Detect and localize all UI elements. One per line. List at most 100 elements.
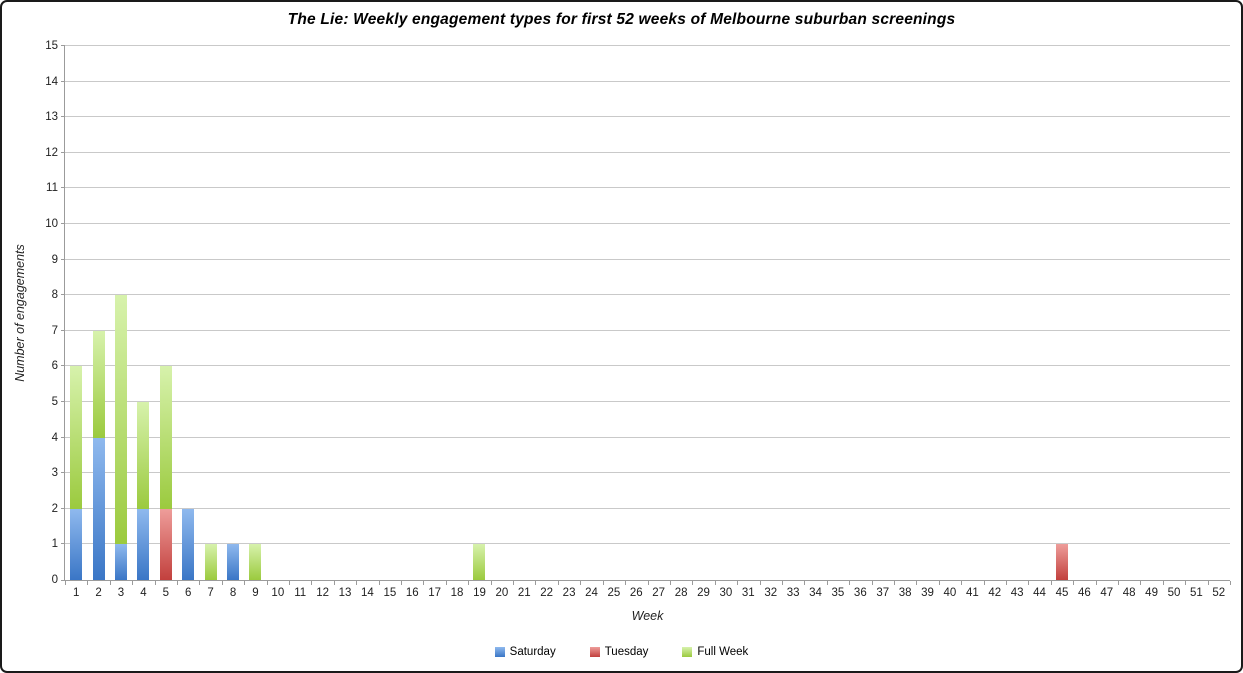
- chart-title: The Lie: Weekly engagement types for fir…: [287, 11, 956, 28]
- x-tick: [1207, 581, 1209, 585]
- x-tick-label: 29: [697, 587, 710, 599]
- x-tick: [759, 581, 761, 585]
- y-tick-label: 7: [51, 324, 58, 337]
- x-tick-label: 26: [629, 587, 643, 599]
- gridline: [65, 472, 1230, 474]
- y-tick: [61, 80, 65, 82]
- x-tick: [378, 581, 380, 585]
- x-tick: [1050, 581, 1052, 585]
- y-tick-label: 4: [51, 431, 58, 444]
- x-axis-title: Week: [631, 609, 664, 623]
- x-tick-label: 2: [95, 587, 102, 599]
- legend-item-saturday: Saturday: [494, 646, 556, 658]
- y-tick-label: 11: [46, 182, 58, 195]
- x-tick-label: 42: [988, 587, 1002, 599]
- y-tick-label: 6: [51, 360, 58, 373]
- y-axis-line: [64, 46, 65, 580]
- gridline: [65, 436, 1230, 438]
- x-tick: [1095, 581, 1097, 585]
- x-tick: [938, 581, 940, 585]
- x-tick: [849, 581, 851, 585]
- y-tick: [61, 151, 65, 153]
- x-tick: [333, 581, 335, 585]
- x-tick: [535, 581, 537, 585]
- gridline: [65, 116, 1230, 118]
- legend-swatch-icon: [589, 647, 600, 657]
- x-tick-label: 7: [207, 587, 214, 599]
- x-tick-label: 21: [517, 587, 531, 599]
- x-tick-label: 10: [271, 587, 285, 599]
- bar-segment-full-week-week-9: [249, 544, 262, 580]
- legend-item-tuesday: Tuesday: [589, 646, 648, 658]
- x-tick-label: 14: [361, 587, 374, 599]
- x-tick: [468, 581, 470, 585]
- x-tick: [513, 581, 515, 585]
- x-tick-label: 43: [1010, 587, 1024, 599]
- y-tick-label: 5: [51, 396, 58, 408]
- gridline: [65, 223, 1230, 224]
- x-tick-label: 38: [898, 587, 912, 599]
- x-tick: [401, 581, 403, 585]
- x-tick-label: 20: [495, 587, 509, 599]
- legend-swatch-icon: [682, 647, 693, 657]
- x-tick: [289, 581, 291, 585]
- x-tick-label: 48: [1122, 587, 1136, 599]
- x-tick: [625, 581, 627, 585]
- x-tick: [445, 581, 447, 585]
- y-tick-label: 8: [51, 289, 58, 302]
- bar-segment-tuesday-week-5: [159, 508, 172, 580]
- x-tick: [1140, 581, 1142, 585]
- bar-segment-saturday-week-3: [115, 544, 127, 580]
- y-tick-label: 14: [45, 75, 58, 88]
- x-tick-label: 16: [405, 587, 419, 599]
- y-tick: [61, 472, 65, 474]
- legend-label: Saturday: [509, 646, 556, 658]
- x-tick-label: 40: [943, 587, 957, 599]
- x-tick-label: 41: [965, 587, 979, 599]
- x-tick-label: 52: [1212, 587, 1226, 599]
- x-tick-label: 22: [540, 587, 554, 599]
- y-tick-label: 15: [45, 40, 58, 52]
- y-tick-label: 13: [45, 111, 58, 124]
- x-tick: [893, 581, 895, 585]
- x-tick: [871, 581, 873, 585]
- x-tick-label: 24: [585, 587, 598, 599]
- x-tick-label: 32: [764, 587, 778, 599]
- y-tick: [61, 258, 65, 260]
- x-tick: [356, 581, 358, 585]
- x-tick: [1162, 581, 1164, 585]
- y-tick-label: 3: [51, 467, 58, 480]
- x-tick-label: 51: [1189, 587, 1203, 599]
- x-tick-label: 49: [1145, 587, 1158, 599]
- x-tick: [1005, 581, 1007, 585]
- x-tick-label: 12: [316, 587, 330, 599]
- gridline: [65, 543, 1230, 545]
- gridline: [65, 80, 1230, 82]
- x-tick-label: 31: [741, 587, 755, 599]
- gridline: [65, 365, 1230, 367]
- x-tick-label: 11: [294, 587, 307, 599]
- x-tick-label: 9: [252, 587, 259, 599]
- x-tick-label: 13: [338, 587, 352, 599]
- bar-segment-full-week-week-3: [115, 295, 127, 545]
- x-tick: [737, 581, 739, 585]
- bar-segment-full-week-week-5: [159, 366, 172, 509]
- y-tick: [61, 45, 65, 46]
- x-tick-label: 27: [652, 587, 666, 599]
- x-tick-label: 4: [140, 587, 147, 599]
- legend-item-full-week: Full Week: [682, 646, 748, 658]
- y-tick: [61, 116, 65, 118]
- y-tick: [61, 294, 65, 296]
- y-tick: [61, 436, 65, 438]
- x-tick: [109, 581, 111, 585]
- y-tick: [61, 365, 65, 367]
- y-tick-label: 0: [51, 574, 58, 586]
- y-tick: [61, 507, 65, 509]
- x-tick-label: 23: [562, 587, 576, 599]
- x-tick-label: 44: [1033, 587, 1046, 599]
- bar-segment-full-week-week-4: [137, 402, 150, 509]
- legend-swatch-icon: [494, 647, 505, 657]
- x-tick: [826, 581, 828, 585]
- x-tick: [647, 581, 649, 585]
- x-tick: [423, 581, 425, 585]
